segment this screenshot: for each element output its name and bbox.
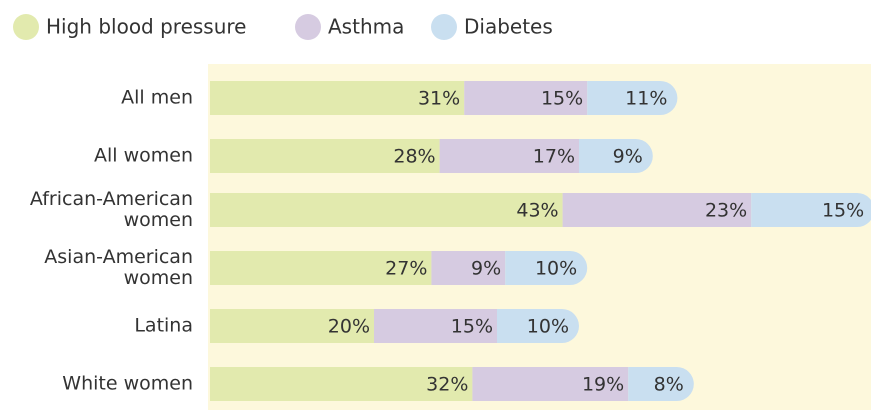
value-label: 9%: [613, 146, 643, 168]
category-label: African-American women: [29, 188, 193, 231]
value-label: 19%: [582, 374, 624, 396]
category-label: Latina: [134, 314, 193, 337]
value-label: 15%: [822, 200, 864, 222]
value-label: 28%: [393, 146, 435, 168]
bar-segment: [497, 309, 579, 343]
legend-label: High blood pressure: [46, 15, 247, 39]
legend-label: Asthma: [328, 15, 404, 39]
bar-segment: [751, 193, 871, 227]
category-label: White women: [62, 372, 193, 395]
value-label: 15%: [541, 88, 583, 110]
bar-segment: [210, 309, 374, 343]
plot-background: [208, 64, 871, 410]
category-label: All women: [94, 144, 193, 167]
bar-segment: [210, 193, 563, 227]
bar-segment: [587, 81, 678, 115]
legend-swatch: [431, 14, 457, 40]
value-label: 10%: [535, 258, 577, 280]
bar-segment: [562, 193, 752, 227]
bar-segment: [505, 251, 588, 285]
value-label: 32%: [426, 374, 468, 396]
bar-segment: [439, 139, 579, 173]
bar-segment: [210, 81, 465, 115]
legend-label: Diabetes: [464, 15, 553, 39]
value-label: 17%: [533, 146, 575, 168]
bar-segment: [210, 251, 432, 285]
bar-segment: [374, 309, 497, 343]
bar-segment: [464, 81, 588, 115]
value-label: 43%: [516, 200, 558, 222]
legend-swatch: [295, 14, 321, 40]
bar-segment: [472, 367, 629, 401]
bar-segment: [628, 367, 694, 401]
legend-swatch: [13, 14, 39, 40]
value-label: 27%: [385, 258, 427, 280]
value-label: 8%: [654, 374, 684, 396]
value-label: 15%: [451, 316, 493, 338]
value-label: 9%: [471, 258, 501, 280]
bar-segment: [431, 251, 506, 285]
category-label: Asian-American women: [44, 246, 193, 289]
value-label: 31%: [418, 88, 460, 110]
value-label: 23%: [705, 200, 747, 222]
bar-segment: [210, 367, 473, 401]
value-label: 20%: [328, 316, 370, 338]
bar-segment: [210, 139, 440, 173]
value-label: 11%: [625, 88, 667, 110]
value-label: 10%: [527, 316, 569, 338]
category-label: All men: [121, 86, 193, 109]
bar-segment: [579, 139, 653, 173]
